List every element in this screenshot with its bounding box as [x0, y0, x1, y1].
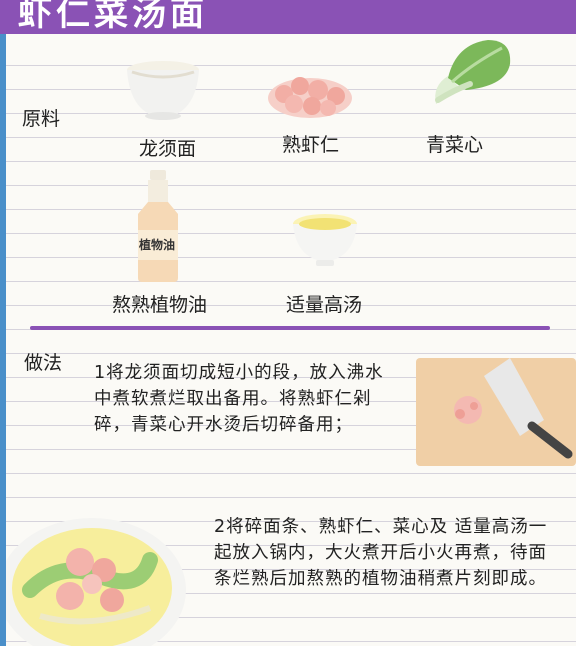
- broth-cup-icon: [293, 214, 357, 266]
- ingredient-noodles: 龙须面: [139, 138, 197, 160]
- ingredient-oil: 熬熟植物油: [112, 294, 208, 316]
- ingredients-heading: 原料: [22, 108, 61, 130]
- bok-choy-icon: [435, 40, 511, 104]
- soup-bowl-icon: [6, 518, 186, 646]
- cutting-board-icon: [416, 358, 576, 466]
- method-step-2: 2将碎面条、熟虾仁、菜心及 适量高汤一起放入锅内，大火煮开后小火再煮，待面条烂熟…: [214, 517, 548, 589]
- ingredient-broth: 适量高汤: [286, 294, 363, 316]
- oil-bottle-icon: [138, 170, 178, 282]
- method-heading: 做法: [24, 352, 63, 374]
- section-divider: [30, 326, 550, 330]
- shrimp-icon: [268, 77, 352, 118]
- noodle-bowl-icon: [127, 61, 199, 120]
- header-bar: 虾仁菜汤面: [0, 0, 576, 34]
- lined-paper: 原料 龙须面 熟虾仁 青菜心: [6, 34, 576, 646]
- recipe-title: 虾仁菜汤面: [18, 0, 208, 34]
- ingredient-greens: 青菜心: [426, 134, 484, 156]
- oil-bottle-label: 植物油: [139, 238, 176, 252]
- ingredient-shrimp: 熟虾仁: [282, 134, 340, 156]
- method-step-1: 1将龙须面切成短小的段，放入沸水中煮软煮烂取出备用。将熟虾仁剁碎，青菜心开水烫后…: [94, 363, 384, 435]
